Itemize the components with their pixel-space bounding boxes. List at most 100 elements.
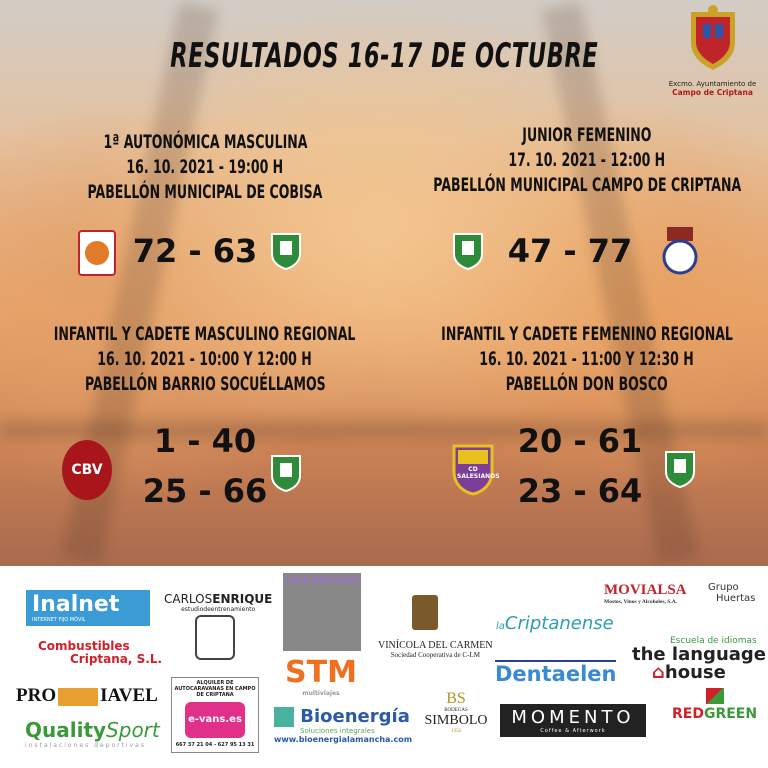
cafe-text: CAFE-BAR — [286, 576, 331, 585]
criptana-logo — [266, 228, 306, 274]
sponsor-promiavel: PRO IAVEL — [16, 685, 158, 707]
cobisa-logo — [78, 230, 116, 276]
sponsor-movialsa: MOVIALSA Mostos, Vinos y Alcoholes, S.A. — [604, 582, 687, 606]
sponsor-grupo-huertas: Grupo Huertas — [708, 582, 755, 604]
stm-name: STM — [285, 655, 357, 690]
pro-text: PRO — [16, 685, 57, 706]
crest-caption: Excmo. Ayuntamiento de Campo de Criptana — [660, 80, 765, 97]
sponsor-simbolo: BS BODEGAS SIMBOLO 1956 — [420, 690, 492, 734]
sponsor-redgreen: REDGREEN — [672, 688, 757, 722]
sponsor-bioenergia: Bioenergía Soluciones integrales www.bioen… — [274, 706, 412, 744]
score: 23 - 64 — [517, 472, 643, 510]
game-venue: PABELLÓN MUNICIPAL CAMPO DE CRIPTANA — [433, 174, 741, 196]
game-venue: PABELLÓN DON BOSCO — [506, 373, 668, 395]
title-row: RESULTADOS 16-17 DE OCTUBRE — [0, 36, 768, 76]
cbv-logo: CBV — [62, 440, 112, 500]
criptanense-name: Criptanense — [504, 613, 614, 634]
sponsor-criptanense: laCriptanense — [496, 614, 614, 637]
crest-line1: Excmo. Ayuntamiento de — [668, 80, 757, 88]
criptana-logo — [266, 450, 306, 496]
simbolo-name: SIMBOLO — [424, 713, 488, 728]
redgreen-green: GREEN — [703, 706, 758, 722]
quality-text: Quality — [25, 718, 107, 742]
game-4: INFANTIL Y CADETE FEMENINO REGIONAL 16. … — [397, 322, 768, 397]
quality-sub: instalaciones deportivas — [25, 742, 146, 749]
vinicola-name: VINÍCOLA DEL CARMEN — [378, 640, 493, 651]
sponsor-inalnet: Inalnet INTERNET FIJO MÓVIL — [26, 590, 150, 626]
score: 1 - 40 — [153, 422, 257, 460]
bodegas-text: BODEGAS — [444, 708, 468, 713]
salesianos-logo-text: CD SALESIANOS — [457, 466, 500, 480]
lang-house: house — [664, 662, 726, 683]
vinicola-crest-icon — [412, 595, 438, 630]
game-category: 1ª AUTONÓMICA MASCULINA — [103, 131, 307, 153]
movialsa-name: MOVIALSA — [604, 582, 687, 598]
inalnet-sub: INTERNET FIJO MÓVIL — [32, 617, 86, 623]
sponsor-vinicola: VINÍCOLA DEL CARMEN Sociedad Cooperativa … — [378, 640, 493, 659]
movialsa-sub: Mostos, Vinos y Alcoholes, S.A. — [604, 599, 678, 605]
crest-line2: Campo de Criptana — [672, 88, 753, 97]
stm-sub: multiviajes — [302, 690, 340, 697]
game-datetime: 16. 10. 2021 - 10:00 Y 12:00 H — [97, 348, 313, 370]
sponsor-evans: ALQUILER DE AUTOCARAVANAS EN CAMPO DE CR… — [171, 677, 259, 753]
game-datetime: 17. 10. 2021 - 12:00 H — [508, 149, 666, 171]
momento-sub: Coffee & Afterwork — [540, 728, 606, 734]
huertas-text: Huertas — [716, 593, 756, 604]
bio-sub: Soluciones integrales — [300, 727, 375, 735]
carlos-sub: estudiodeentrenamiento — [181, 606, 256, 613]
momento-name: MOMENTO — [511, 707, 635, 728]
game-category: INFANTIL Y CADETE FEMENINO REGIONAL — [441, 323, 733, 345]
redgreen-red: RED — [672, 706, 704, 722]
lang-top: Escuela de idiomas — [670, 636, 757, 646]
game-2: JUNIOR FEMENINO 17. 10. 2021 - 12:00 H P… — [397, 123, 768, 198]
sport-text: Sport — [106, 718, 160, 742]
lang-language: language — [671, 644, 766, 665]
weightlifter-icon — [195, 615, 235, 660]
bio-name: Bioenergía — [300, 706, 410, 727]
game-1: 1ª AUTONÓMICA MASCULINA 16. 10. 2021 - 1… — [15, 130, 395, 205]
game-category: JUNIOR FEMENINO — [522, 124, 652, 146]
sponsor-combustibles: Combustibles Criptana, S.L. — [14, 640, 162, 666]
evans-head: ALQUILER DE AUTOCARAVANAS EN CAMPO DE CR… — [174, 680, 256, 698]
sponsor-language-house: Escuela de idiomas the language ⌂house — [632, 636, 766, 683]
score: 20 - 61 — [517, 422, 643, 460]
sponsor-momento: MOMENTO Coffee & Afterwork — [500, 704, 646, 737]
game-venue: PABELLÓN BARRIO SOCUÉLLAMOS — [84, 373, 326, 395]
criptana-logo — [448, 228, 488, 274]
simbolo-year: 1956 — [451, 729, 461, 734]
score: 72 - 63 — [132, 232, 258, 270]
sponsor-cafe-evita: CAFE-BAR EVITA — [283, 573, 361, 651]
opponent-logo — [660, 225, 700, 275]
game-3: INFANTIL Y CADETE MASCULINO REGIONAL 16.… — [15, 322, 395, 397]
carlos-text: CARLOS — [164, 592, 213, 606]
grupo-text: Grupo — [708, 582, 739, 593]
bio-url: www.bioenergialamancha.com — [274, 735, 413, 744]
iavel-text: IAVEL — [100, 685, 158, 706]
sponsor-carlos-enrique: CARLOSENRIQUE estudiodeentrenamiento — [164, 592, 272, 613]
score: 25 - 66 — [142, 472, 268, 510]
game-datetime: 16. 10. 2021 - 11:00 Y 12:30 H — [479, 348, 695, 370]
town-crest — [683, 4, 743, 74]
results-banner: RESULTADOS 16-17 DE OCTUBRE Excmo. Ayunt… — [0, 0, 768, 566]
combustibles-line2: Criptana, S.L. — [70, 652, 163, 666]
criptanense-pre: la — [496, 621, 505, 632]
page-title: RESULTADOS 16-17 DE OCTUBRE — [169, 36, 599, 76]
evans-phone: 667 37 21 04 - 627 95 13 31 — [175, 742, 255, 748]
lang-the: the — [632, 644, 666, 665]
sponsor-stm: STM multiviajes — [285, 656, 357, 698]
game-venue: PABELLÓN MUNICIPAL DE COBISA — [87, 181, 323, 203]
evita-text: EVITA — [333, 576, 360, 585]
criptana-logo — [660, 446, 700, 492]
game-category: INFANTIL Y CADETE MASCULINO REGIONAL — [54, 323, 356, 345]
enrique-text: ENRIQUE — [212, 592, 273, 606]
evans-name: e-vans.es — [185, 702, 245, 738]
game-datetime: 16. 10. 2021 - 19:00 H — [126, 156, 284, 178]
salesianos-logo: CD SALESIANOS — [452, 444, 500, 496]
combustibles-line1: Combustibles — [38, 639, 130, 653]
vinicola-sub: Sociedad Cooperativa de C-LM — [390, 651, 480, 659]
sponsor-quality-sport: QualitySport instalaciones deportivas — [25, 718, 160, 749]
inalnet-name: Inalnet — [32, 592, 120, 617]
sponsor-dentaelen: Dentaelen — [495, 660, 617, 686]
bg-blur — [0, 420, 768, 440]
score: 47 - 77 — [507, 232, 633, 270]
